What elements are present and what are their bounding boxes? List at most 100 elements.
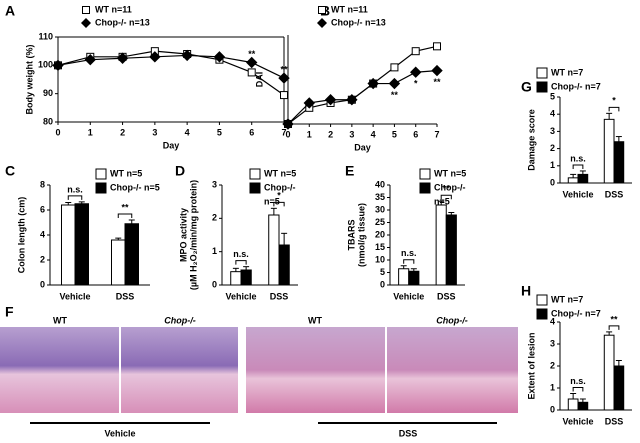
annotation: **: [248, 49, 256, 59]
y-tick-label: 80: [43, 116, 53, 126]
significance-bracket: [608, 106, 620, 112]
bar: [111, 239, 126, 286]
y-tick-label: 2: [550, 143, 555, 153]
bar: [74, 203, 89, 286]
bar: [445, 214, 457, 286]
significance-label: **: [121, 202, 129, 212]
y-tick-label: 3: [550, 126, 555, 136]
panel-letter: E: [345, 163, 354, 179]
marker: [303, 97, 315, 109]
bar: [603, 118, 615, 184]
x-tick-label: 6: [413, 129, 418, 139]
marker: [181, 49, 193, 62]
legend-swatch: [419, 168, 431, 180]
x-tick-label: 7: [281, 127, 286, 137]
y-tick-label: 1: [550, 160, 555, 170]
significance-bracket: [572, 164, 584, 169]
y-tick-label: 3: [212, 179, 217, 189]
group-label: DSS: [399, 428, 418, 438]
legend-label: WT n=7: [551, 294, 583, 304]
legend-marker: [82, 6, 90, 14]
x-tick-label: 1: [88, 127, 93, 137]
y-tick-label: 110: [38, 31, 53, 41]
bar: [613, 141, 625, 184]
legend-swatch: [536, 67, 548, 79]
annotation: **: [280, 64, 288, 74]
legend-swatch: [249, 182, 261, 194]
y-tick-label: 2: [550, 360, 555, 370]
y-tick-label: 0: [550, 177, 555, 187]
legend-label: WT n=7: [551, 67, 583, 77]
x-tick-label: DSS: [605, 189, 624, 199]
y-axis-label: (µM H₂O₂/min/mg protein): [188, 180, 198, 290]
marker: [431, 64, 443, 77]
bar: [230, 271, 242, 286]
series-line: [57, 50, 285, 96]
marker: [390, 63, 399, 72]
legend-swatch: [419, 182, 431, 194]
bar: [268, 214, 280, 286]
y-tick-label: 4: [550, 109, 555, 119]
x-tick-label: 7: [434, 129, 439, 139]
significance-bracket: [117, 213, 133, 218]
y-axis-label: Body weight (%): [24, 45, 34, 115]
x-tick-label: 3: [152, 127, 157, 137]
legend-swatch: [536, 81, 548, 93]
legend-marker: [81, 18, 91, 28]
annotation: **: [391, 90, 399, 100]
bar: [603, 334, 615, 411]
histology-image: [387, 327, 518, 413]
bar: [435, 204, 447, 286]
y-tick-label: 3: [550, 338, 555, 348]
x-tick-label: 4: [371, 129, 376, 139]
significance-bracket: [572, 387, 584, 392]
legend-swatch: [249, 168, 261, 180]
significance-label: n.s.: [67, 184, 83, 194]
y-tick-label: 8: [40, 179, 45, 189]
x-tick-label: 1: [307, 129, 312, 139]
legend-marker: [317, 18, 327, 28]
marker: [247, 68, 256, 77]
significance-label: **: [443, 184, 451, 194]
legend-marker: [318, 6, 326, 14]
x-tick-label: DSS: [270, 291, 289, 301]
panel-letter: F: [5, 304, 14, 320]
x-tick-label: Vehicle: [225, 291, 256, 301]
legend-label: Chop-/- n=5: [110, 182, 160, 192]
y-axis-label: DAI: [254, 72, 264, 88]
histology-image: [246, 327, 385, 413]
x-tick-label: Vehicle: [562, 189, 593, 199]
x-tick-label: DSS: [605, 416, 624, 426]
x-tick-label: 5: [392, 129, 397, 139]
legend-label: WT n=5: [434, 168, 466, 178]
legend-label: WT n=5: [110, 168, 142, 178]
image-label: WT: [308, 315, 322, 325]
panel-letter: A: [5, 3, 15, 19]
legend-label: WT n=11: [331, 4, 368, 14]
legend-label: n=5: [434, 196, 450, 206]
legend-label: Chop-/- n=7: [551, 308, 601, 318]
marker: [84, 53, 96, 66]
significance-bracket: [273, 201, 285, 207]
bar: [577, 401, 589, 411]
legend-label: Chop-/- n=13: [95, 17, 150, 27]
x-tick-label: DSS: [116, 291, 135, 301]
y-tick-label: 15: [375, 242, 385, 252]
panel-letter: G: [521, 79, 532, 95]
y-tick-label: 2: [212, 213, 217, 223]
significance-bracket: [403, 259, 415, 264]
x-tick-label: 2: [120, 127, 125, 137]
x-tick-label: Vehicle: [59, 291, 90, 301]
legend-label: WT n=11: [95, 4, 132, 14]
x-tick-label: 0: [285, 129, 290, 139]
marker: [116, 52, 129, 64]
legend-label: Chop-/-: [264, 182, 296, 192]
image-label: Chop-/-: [436, 315, 468, 325]
legend-label: Chop-/- n=7: [551, 81, 601, 91]
bar: [613, 365, 625, 411]
x-tick-label: 6: [249, 127, 254, 137]
significance-label: n.s.: [570, 376, 586, 386]
significance-label: *: [612, 96, 616, 106]
y-tick-label: 100: [38, 60, 53, 70]
marker: [324, 94, 337, 106]
